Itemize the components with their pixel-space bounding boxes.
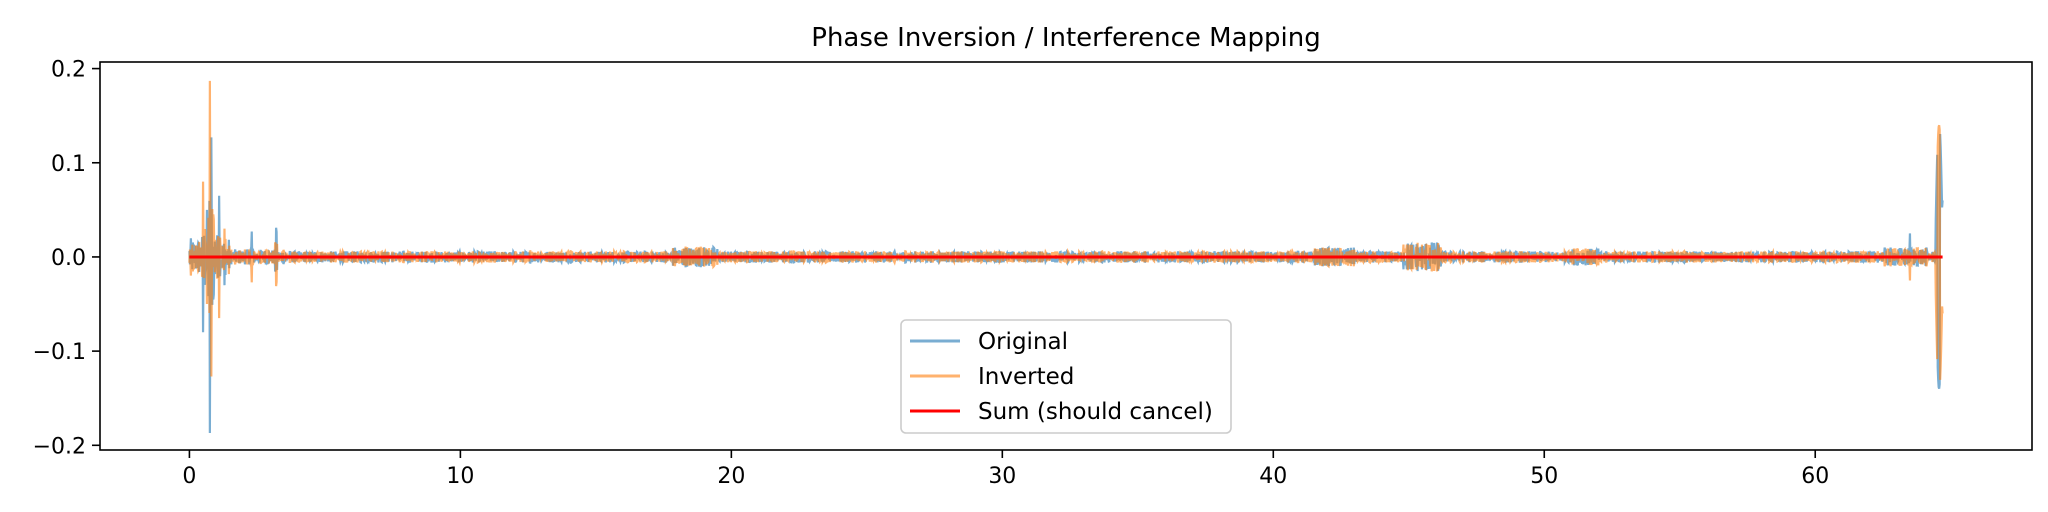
legend-label-inverted: Inverted — [978, 364, 1074, 390]
legend-label-original: Original — [978, 329, 1068, 355]
legend-label-sum: Sum (should cancel) — [978, 399, 1213, 425]
x-tick-label: 60 — [1801, 464, 1829, 489]
x-axis: 0 10 20 30 40 50 60 — [182, 450, 1829, 489]
x-tick-label: 0 — [182, 464, 196, 489]
series-layer — [188, 80, 1944, 434]
plot-frame — [99, 61, 2033, 451]
x-tick-label: 20 — [717, 464, 745, 489]
y-axis: −0.2 −0.1 0.0 0.1 0.2 — [33, 58, 100, 459]
x-tick-label: 30 — [988, 464, 1016, 489]
x-tick-label: 10 — [446, 464, 474, 489]
y-tick-label: 0.2 — [51, 58, 86, 83]
x-tick-label: 40 — [1259, 464, 1287, 489]
x-tick-label: 50 — [1530, 464, 1558, 489]
y-tick-label: 0.0 — [51, 246, 86, 271]
chart-title: Phase Inversion / Interference Mapping — [811, 23, 1320, 53]
legend: Original Inverted Sum (should cancel) — [900, 319, 1232, 434]
legend-box — [900, 319, 1232, 434]
y-tick-label: −0.1 — [33, 340, 86, 365]
y-tick-label: −0.2 — [33, 434, 86, 459]
y-tick-label: 0.1 — [51, 152, 86, 177]
